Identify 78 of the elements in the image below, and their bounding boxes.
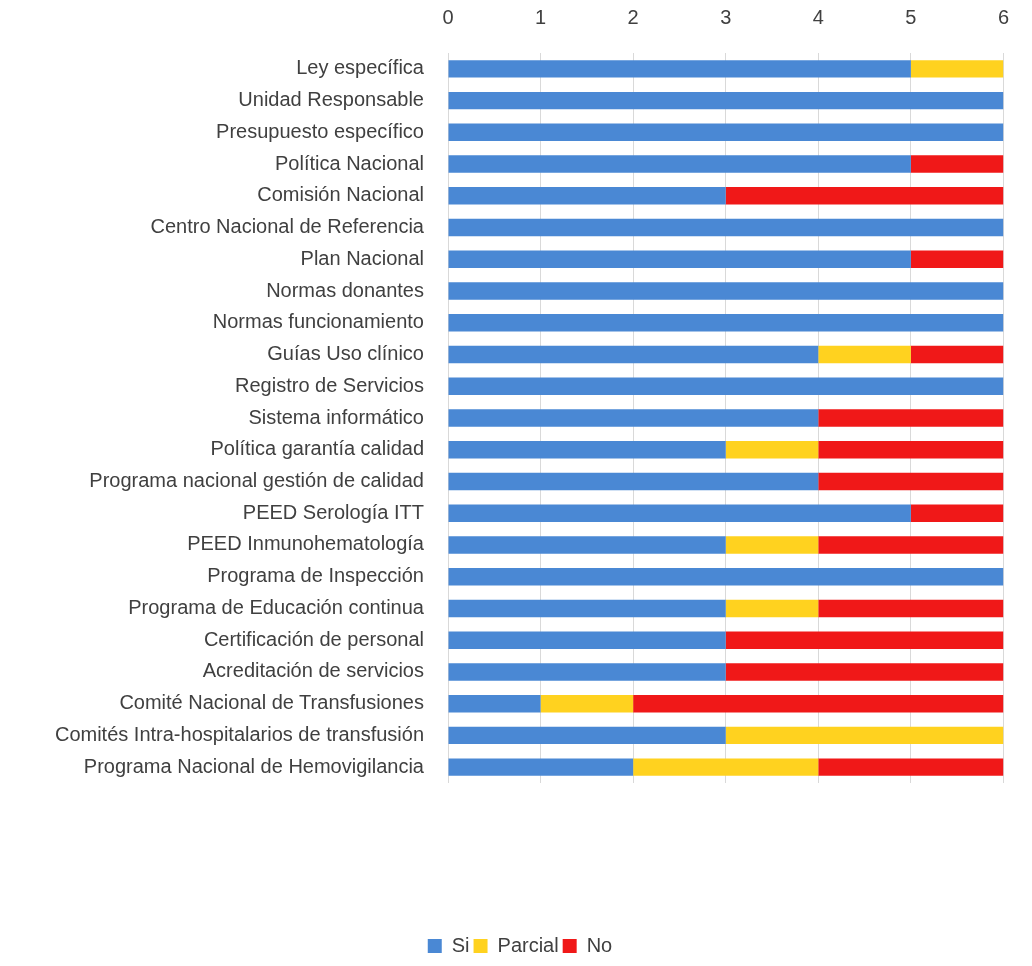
bar: [448, 123, 1004, 142]
x-tick-label: 3: [720, 5, 732, 28]
y-tick-label: Sistema informático: [248, 405, 424, 428]
y-tick-label: Ley específica: [296, 56, 425, 79]
y-tick-label: Política garantía calidad: [210, 437, 424, 460]
bar: [818, 472, 1004, 491]
bar: [448, 409, 819, 427]
y-tick-label: Presupuesto específico: [216, 119, 424, 142]
y-tick-label: Unidad Responsable: [238, 88, 424, 111]
bar: [448, 536, 726, 554]
y-tick-label: Comités Intra-hospitalarios de transfusión: [54, 722, 424, 745]
y-tick-label: Certificación de personal: [203, 627, 424, 650]
bar: [818, 345, 911, 364]
bar: [448, 155, 911, 173]
legend-label: Parcial: [497, 933, 559, 956]
bar: [725, 726, 1004, 745]
bar: [448, 758, 634, 776]
y-tick-label: PEED Inmunohematología: [187, 532, 425, 555]
bar: [818, 599, 1004, 618]
bar: [448, 726, 726, 745]
x-tick-label: 4: [812, 5, 824, 28]
bar: [910, 155, 1004, 173]
bar: [448, 314, 1004, 332]
y-tick-label: Política Nacional: [275, 151, 424, 174]
x-tick-label: 6: [997, 5, 1009, 28]
x-tick-label: 5: [905, 5, 917, 28]
bar: [448, 60, 911, 78]
bar: [448, 377, 1004, 395]
bar: [448, 218, 1004, 237]
bar: [818, 536, 1004, 554]
x-tick-label: 0: [442, 5, 454, 28]
y-tick-label: Guías Uso clínico: [267, 342, 424, 365]
y-tick-label: Programa Nacional de Hemovigilancia: [83, 754, 425, 777]
bar: [725, 631, 1004, 649]
bar: [448, 282, 1004, 300]
legend-label: Si: [451, 933, 470, 956]
y-tick-label: Acreditación de servicios: [202, 659, 424, 682]
bar: [448, 567, 1004, 586]
bar: [818, 441, 1004, 459]
bar: [818, 409, 1004, 427]
x-tick-label: 1: [535, 5, 547, 28]
bar: [448, 441, 726, 459]
bar: [448, 91, 1004, 110]
bar: [448, 504, 911, 522]
y-tick-label: Centro Nacional de Referencia: [150, 215, 425, 238]
x-tick-label: 2: [627, 5, 639, 28]
bar: [725, 536, 819, 554]
y-tick-label: Plan Nacional: [300, 246, 424, 269]
y-tick-label: Comité Nacional de Transfusiones: [119, 691, 424, 714]
bar: [725, 663, 1004, 681]
bar: [633, 758, 819, 776]
y-tick-label: Programa de Inspección: [207, 564, 424, 587]
bar: [448, 345, 819, 364]
bar: [448, 187, 726, 205]
bar: [725, 441, 819, 459]
y-tick-label: Programa nacional gestión de calidad: [89, 468, 424, 491]
y-tick-label: PEED Serología ITT: [242, 500, 424, 523]
bar: [818, 758, 1004, 776]
y-tick-label: Normas donantes: [266, 278, 424, 301]
bar: [725, 187, 1004, 205]
bar: [448, 694, 541, 713]
bar: [910, 345, 1004, 364]
legend-label: No: [586, 933, 613, 956]
y-tick-label: Registro de Servicios: [235, 373, 424, 396]
bar: [725, 599, 819, 618]
bar: [448, 599, 726, 618]
bar: [910, 504, 1004, 522]
bar: [448, 250, 911, 269]
bar: [448, 663, 726, 681]
bar: [448, 631, 726, 649]
bar: [448, 472, 819, 491]
y-tick-label: Comisión Nacional: [257, 183, 424, 206]
bar: [910, 250, 1004, 269]
y-tick-label: Normas funcionamiento: [212, 310, 424, 333]
bar: [633, 694, 1004, 713]
bar: [540, 694, 634, 713]
y-tick-label: Programa de Educación continua: [128, 595, 425, 618]
bar: [910, 60, 1004, 78]
